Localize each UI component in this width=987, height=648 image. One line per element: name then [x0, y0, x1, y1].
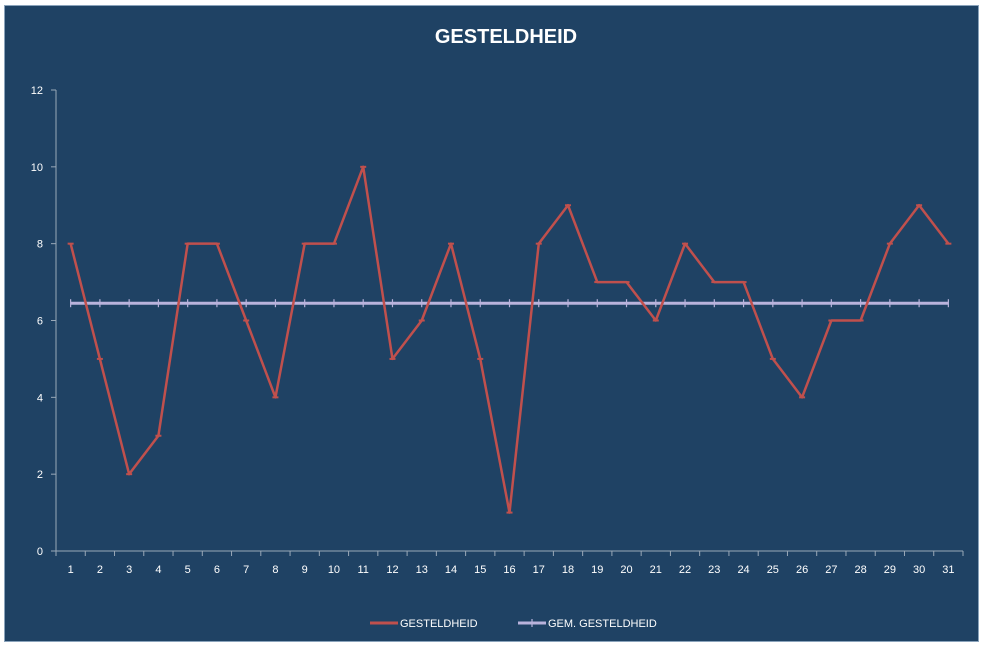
x-tick-label: 19 [591, 564, 603, 576]
x-tick-label: 31 [942, 564, 954, 576]
series-line-gesteldheid [69, 165, 950, 514]
y-tick-label: 12 [31, 85, 43, 97]
legend-entry-average: GEM. GESTELDHEID [518, 618, 657, 630]
y-tick-label: 6 [37, 316, 43, 328]
x-tick-label: 21 [650, 564, 662, 576]
legend-entry-gesteldheid: GESTELDHEID [370, 618, 478, 630]
x-tick-label: 9 [302, 564, 308, 576]
x-tick-label: 30 [913, 564, 925, 576]
x-tick-label: 2 [97, 564, 103, 576]
legend-label: GESTELDHEID [400, 618, 478, 630]
chart-area: GESTELDHEID 0 2 4 6 8 10 12 1 2 3 4 5 6 7 8 9 10 11 12 13 14… [4, 5, 979, 642]
x-tick-label: 8 [272, 564, 278, 576]
x-tick-label: 4 [155, 564, 161, 576]
x-tick-label: 13 [416, 564, 428, 576]
chart-title: GESTELDHEID [435, 26, 577, 48]
x-tick-label: 3 [126, 564, 132, 576]
x-tick-label: 10 [328, 564, 340, 576]
y-tick-label: 8 [37, 239, 43, 251]
x-tick-label: 18 [562, 564, 574, 576]
x-tick-label: 22 [679, 564, 691, 576]
series-layer [67, 165, 952, 514]
x-tick-label: 29 [884, 564, 896, 576]
x-tick-label: 16 [503, 564, 515, 576]
x-tick-label: 24 [737, 564, 749, 576]
y-tick-label: 0 [37, 546, 43, 558]
x-tick-label: 7 [243, 564, 249, 576]
x-tick-label: 11 [357, 564, 368, 576]
y-tick-label: 2 [37, 469, 43, 481]
x-tick-label: 6 [214, 564, 220, 576]
x-tick-label: 26 [796, 564, 808, 576]
x-tick-label: 23 [708, 564, 720, 576]
y-tick-label: 10 [31, 162, 43, 174]
x-tick-label: 27 [825, 564, 837, 576]
x-tick-label: 28 [854, 564, 866, 576]
x-tick-label: 20 [620, 564, 632, 576]
x-tick-label: 12 [386, 564, 398, 576]
x-tick-label: 17 [533, 564, 545, 576]
x-tick-label: 14 [445, 564, 457, 576]
x-tick-label: 5 [185, 564, 191, 576]
legend-label: GEM. GESTELDHEID [548, 618, 657, 630]
y-tick-label: 4 [37, 392, 43, 404]
legend: GESTELDHEID GEM. GESTELDHEID [370, 618, 657, 630]
x-tick-label: 15 [474, 564, 486, 576]
x-tick-label: 25 [767, 564, 779, 576]
x-tick-label: 1 [68, 564, 74, 576]
